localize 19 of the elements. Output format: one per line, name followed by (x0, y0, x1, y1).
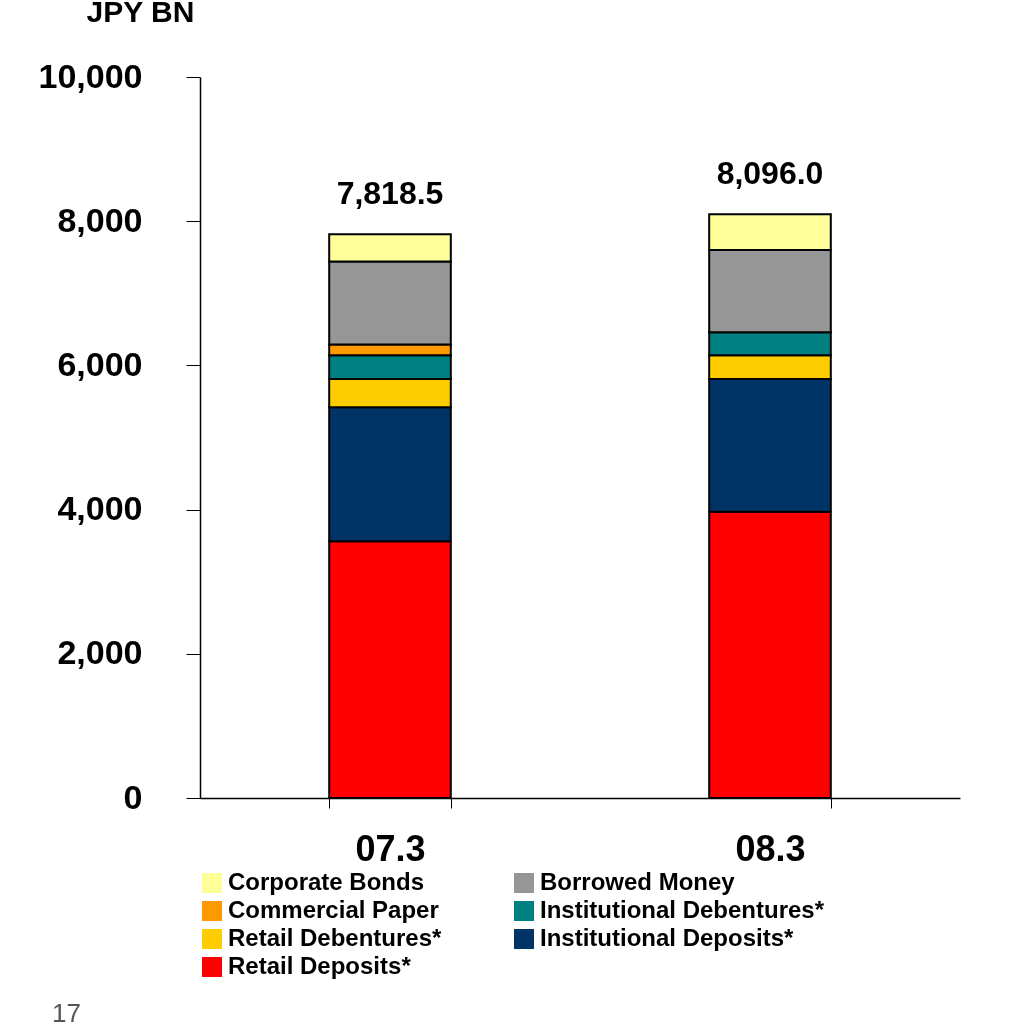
legend-label: Commercial Paper (228, 896, 439, 923)
legend-label: Borrowed Money (540, 868, 736, 895)
total-label: 8,096.0 (716, 155, 824, 192)
y-tick-label: 6,000 (57, 344, 143, 383)
y-tick-label: 0 (123, 777, 143, 816)
y-tick-label: 2,000 (57, 633, 143, 672)
legend-label: Institutional Deposits* (540, 924, 795, 951)
legend-label: Retail Debentures* (228, 924, 443, 951)
y-tick-label: 4,000 (57, 489, 143, 528)
text: 17 (52, 998, 81, 1029)
y-axis-title: JPY BN (86, 0, 195, 28)
x-tick-label: 07.3 (355, 827, 426, 869)
total-label: 7,818.5 (336, 175, 444, 212)
legend-label: Retail Deposits* (228, 952, 412, 979)
legend-label: Institutional Debentures* (540, 896, 825, 923)
legend-label: Corporate Bonds (228, 868, 425, 895)
y-tick-label: 8,000 (57, 200, 143, 239)
x-tick-label: 08.3 (735, 827, 806, 869)
y-tick-label: 10,000 (38, 56, 143, 95)
